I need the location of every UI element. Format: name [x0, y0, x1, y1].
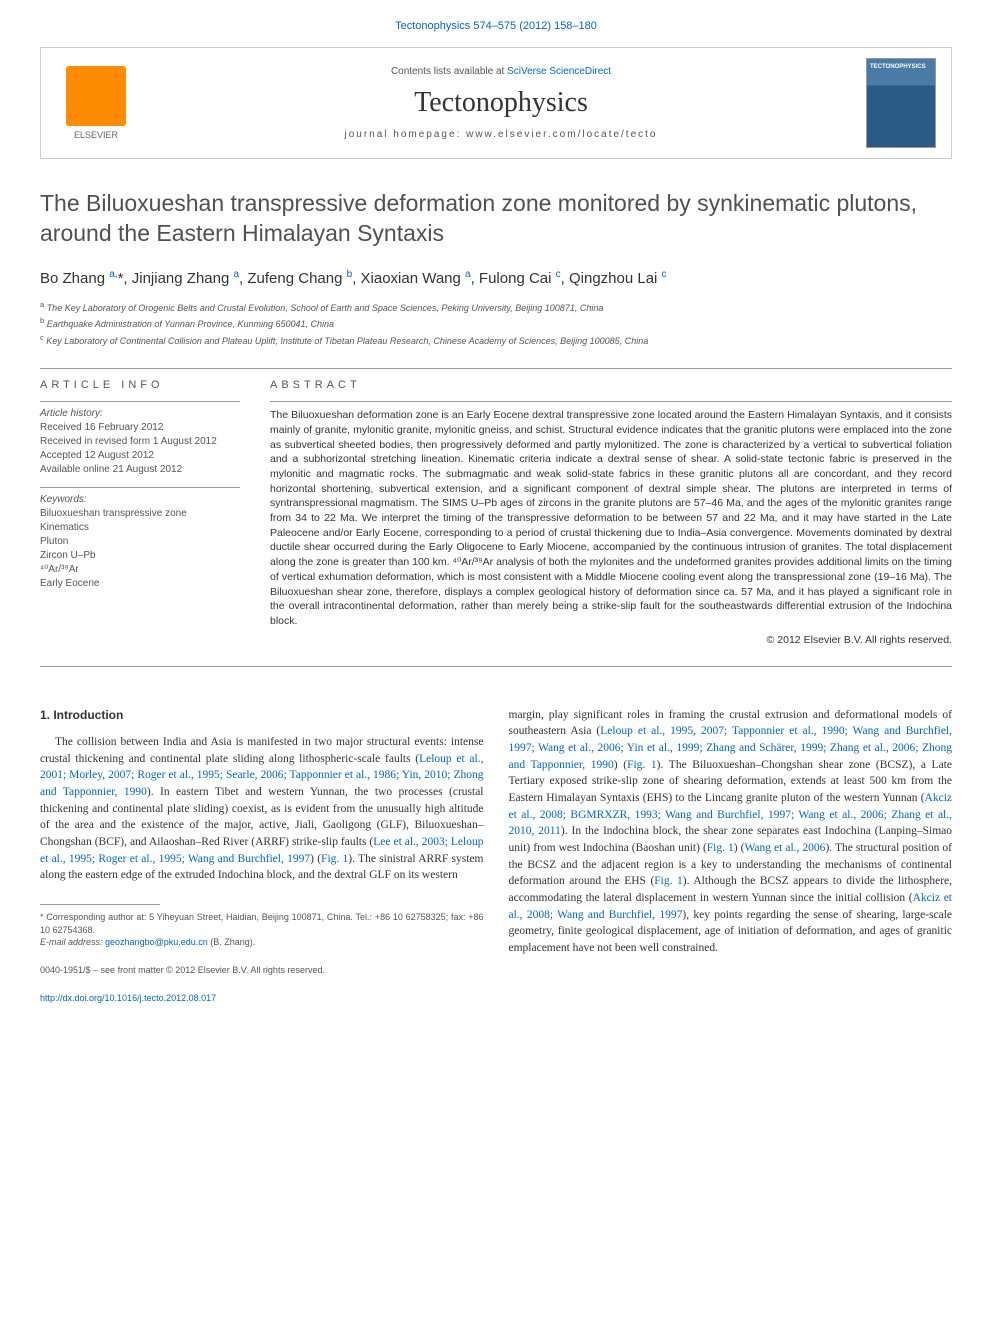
body-column-left: 1. Introduction The collision between In… [40, 707, 484, 1005]
footnote-rule [40, 904, 160, 905]
journal-header: ELSEVIER Contents lists available at Sci… [40, 47, 952, 159]
abstract-heading: ABSTRACT [270, 379, 952, 391]
journal-cover-thumbnail: TECTONOPHYSICS [866, 58, 936, 148]
top-citation: Tectonophysics 574–575 (2012) 158–180 [40, 20, 952, 32]
intro-paragraph-1: The collision between India and Asia is … [40, 734, 484, 884]
publisher-logo: ELSEVIER [56, 58, 136, 148]
cover-label: TECTONOPHYSICS [870, 64, 926, 70]
body-column-right: margin, play significant roles in framin… [509, 707, 953, 1005]
email-suffix: (B. Zhang). [208, 937, 256, 947]
issn-line: 0040-1951/$ – see front matter © 2012 El… [40, 964, 484, 977]
publisher-name: ELSEVIER [74, 130, 118, 140]
email-label: E-mail address: [40, 937, 105, 947]
abstract-copyright: © 2012 Elsevier B.V. All rights reserved… [270, 634, 952, 646]
author-list: Bo Zhang a,*, Jinjiang Zhang a, Zufeng C… [40, 269, 952, 287]
affiliation-c: c Key Laboratory of Continental Collisio… [40, 332, 952, 349]
sciencedirect-link[interactable]: SciVerse ScienceDirect [507, 66, 611, 77]
affiliation-a: a The Key Laboratory of Orogenic Belts a… [40, 299, 952, 316]
abstract-rule [270, 401, 952, 402]
figure-link[interactable]: Fig. 1 [707, 842, 734, 854]
intro-paragraph-1-cont: margin, play significant roles in framin… [509, 707, 953, 957]
top-citation-link[interactable]: Tectonophysics 574–575 (2012) 158–180 [395, 20, 597, 32]
journal-homepage: journal homepage: www.elsevier.com/locat… [136, 129, 866, 140]
section-rule [40, 368, 952, 369]
keywords-text: Biluoxueshan transpressive zoneKinematic… [40, 507, 240, 591]
contents-text: Contents lists available at [391, 66, 507, 77]
figure-link[interactable]: Fig. 1 [654, 875, 682, 887]
figure-link[interactable]: Fig. 1 [321, 853, 348, 865]
figure-link[interactable]: Fig. 1 [627, 759, 657, 771]
header-center: Contents lists available at SciVerse Sci… [136, 66, 866, 140]
article-title: The Biluoxueshan transpressive deformati… [40, 189, 952, 249]
section-rule-bottom [40, 666, 952, 667]
affiliation-b: b Earthquake Administration of Yunnan Pr… [40, 315, 952, 332]
journal-name: Tectonophysics [136, 87, 866, 119]
contents-available-line: Contents lists available at SciVerse Sci… [136, 66, 866, 77]
info-rule [40, 401, 240, 402]
keywords-label: Keywords: [40, 494, 240, 505]
abstract-text: The Biluoxueshan deformation zone is an … [270, 408, 952, 628]
article-info-sidebar: ARTICLE INFO Article history: Received 1… [40, 379, 240, 645]
email-footnote: E-mail address: geozhangbo@pku.edu.cn (B… [40, 936, 484, 949]
history-label: Article history: [40, 408, 240, 419]
doi-link[interactable]: http://dx.doi.org/10.1016/j.tecto.2012.0… [40, 993, 216, 1003]
abstract-column: ABSTRACT The Biluoxueshan deformation zo… [270, 379, 952, 645]
doi-line: http://dx.doi.org/10.1016/j.tecto.2012.0… [40, 992, 484, 1005]
email-link[interactable]: geozhangbo@pku.edu.cn [105, 937, 208, 947]
elsevier-tree-icon [66, 66, 126, 126]
affiliations: a The Key Laboratory of Orogenic Belts a… [40, 299, 952, 349]
info-rule-2 [40, 487, 240, 488]
corresponding-author-footnote: * Corresponding author at: 5 Yiheyuan St… [40, 911, 484, 936]
introduction-heading: 1. Introduction [40, 707, 484, 724]
history-text: Received 16 February 2012Received in rev… [40, 421, 240, 477]
article-info-heading: ARTICLE INFO [40, 379, 240, 391]
ref-link[interactable]: Wang et al., 2006 [744, 842, 825, 854]
info-abstract-row: ARTICLE INFO Article history: Received 1… [40, 379, 952, 645]
body-two-column: 1. Introduction The collision between In… [40, 707, 952, 1005]
